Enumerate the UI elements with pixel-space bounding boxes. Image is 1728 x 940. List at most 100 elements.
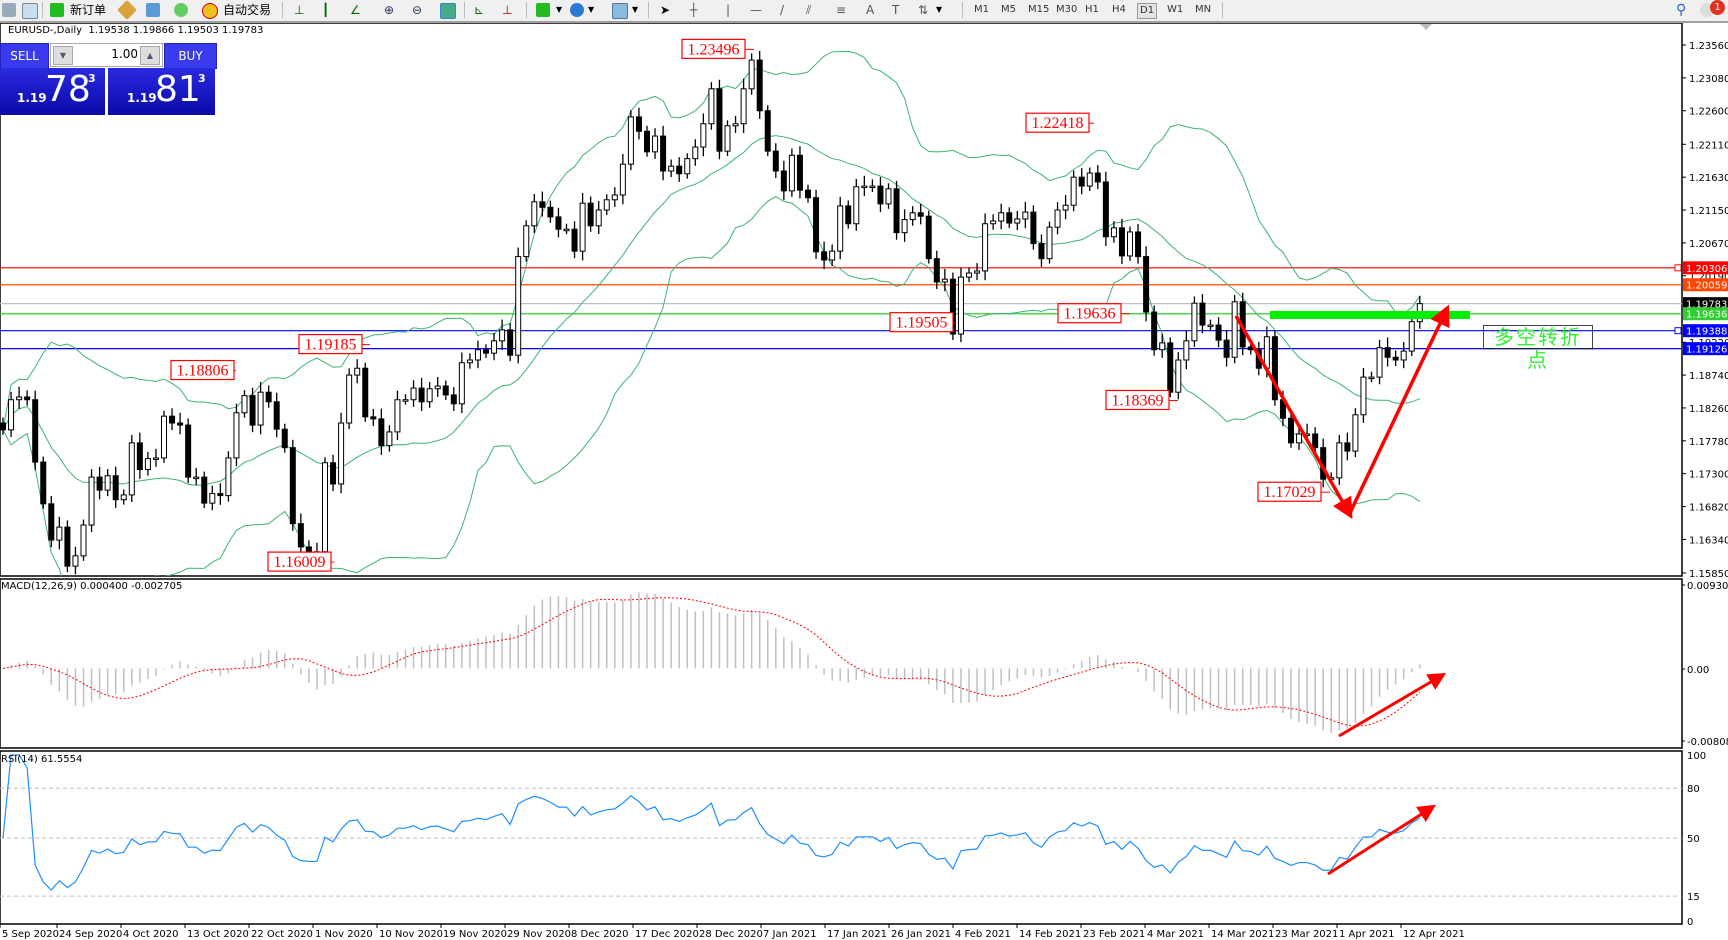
- auto-trading-button[interactable]: 自动交易: [223, 3, 272, 17]
- data-window-icon[interactable]: [146, 3, 160, 17]
- timeframe-d1[interactable]: D1: [1137, 3, 1158, 19]
- candle: [587, 196, 594, 232]
- buy-price-box[interactable]: 1.19 81 3: [108, 68, 215, 115]
- dropdown-arrow-icon[interactable]: ▼: [936, 5, 943, 14]
- new-order-button[interactable]: 新订单: [70, 3, 107, 17]
- dropdown-arrow-icon[interactable]: ▼: [632, 5, 639, 14]
- dropdown-arrow-icon[interactable]: ▼: [556, 5, 563, 14]
- candle: [72, 546, 79, 575]
- candle: [1191, 296, 1198, 347]
- candle: [1376, 339, 1383, 385]
- candle: [861, 175, 868, 196]
- candle: [40, 456, 47, 509]
- notification-badge[interactable]: 1: [1710, 0, 1725, 15]
- candle-body: [1215, 324, 1222, 341]
- profile-icon[interactable]: [2, 3, 16, 17]
- candle-body: [1135, 231, 1142, 258]
- candle-body: [1191, 302, 1198, 342]
- timeframe-m30[interactable]: M30: [1056, 4, 1078, 15]
- candle: [853, 178, 860, 231]
- timeframe-m5[interactable]: M5: [1001, 4, 1016, 15]
- equidistant-channel-icon[interactable]: ⫽: [806, 3, 812, 17]
- price-annotation-label: 1.19505: [896, 315, 948, 332]
- candle: [177, 412, 184, 435]
- candle: [1368, 371, 1375, 383]
- vertical-line-icon[interactable]: |: [726, 3, 731, 17]
- zoom-window-icon[interactable]: [22, 3, 38, 19]
- auto-scroll-icon[interactable]: ⊾: [474, 3, 485, 17]
- arrows-icon[interactable]: ⇅: [918, 3, 929, 17]
- candle: [128, 434, 135, 503]
- indicators-icon[interactable]: [536, 3, 550, 17]
- rsi-tick-label: 100: [1687, 751, 1706, 762]
- zoom-out-icon[interactable]: ⊖: [412, 3, 423, 17]
- candle-body: [40, 461, 47, 505]
- price-annotation-label: 1.18369: [1112, 392, 1164, 409]
- candle: [925, 210, 932, 264]
- volume-decrease-button[interactable]: ▼: [53, 46, 73, 65]
- timeframe-mn[interactable]: MN: [1195, 4, 1212, 15]
- candle: [193, 468, 200, 486]
- crosshair-icon[interactable]: ┼: [690, 3, 698, 17]
- candle: [1231, 295, 1238, 364]
- cursor-icon[interactable]: ➤: [660, 3, 671, 17]
- chart-shift-icon[interactable]: ⊥: [502, 3, 513, 17]
- timeframe-m15[interactable]: M15: [1028, 4, 1050, 15]
- auto-trading-icon: [202, 3, 218, 19]
- dropdown-arrow-icon[interactable]: ▼: [588, 5, 595, 14]
- market-watch-icon[interactable]: [117, 0, 137, 20]
- candle: [877, 176, 884, 213]
- candlestick-chart-icon[interactable]: ┃: [322, 3, 330, 17]
- text-icon[interactable]: A: [866, 3, 875, 17]
- price-tick-label: 1.18740: [1689, 371, 1728, 382]
- candle-body: [982, 223, 989, 272]
- sell-button[interactable]: SELL: [0, 43, 49, 69]
- candle-body: [708, 88, 715, 125]
- candle-body: [201, 476, 208, 504]
- buy-button[interactable]: BUY: [164, 43, 217, 69]
- timeframe-w1[interactable]: W1: [1167, 4, 1184, 15]
- timeframe-h1[interactable]: H1: [1085, 4, 1099, 15]
- trendline-icon[interactable]: /: [780, 3, 785, 17]
- volume-increase-button[interactable]: ▲: [140, 46, 160, 65]
- tile-windows-icon[interactable]: [440, 3, 456, 19]
- line-chart-icon[interactable]: ∠: [350, 3, 361, 17]
- templates-icon[interactable]: [612, 3, 628, 19]
- candle-body: [426, 388, 433, 403]
- candle: [627, 110, 634, 171]
- candle: [957, 268, 964, 343]
- candle: [966, 267, 972, 283]
- horizontal-line-icon[interactable]: —: [750, 3, 762, 17]
- signals-icon[interactable]: [174, 3, 188, 17]
- timeframe-m1[interactable]: M1: [974, 4, 989, 15]
- candle-body: [780, 170, 787, 192]
- text-label-icon[interactable]: T: [892, 3, 900, 17]
- candle: [933, 250, 940, 290]
- timeframe-h4[interactable]: H4: [1112, 4, 1126, 15]
- bar-chart-icon[interactable]: ⊥: [294, 3, 305, 17]
- time-tick-label: 26 Jan 2021: [891, 929, 951, 940]
- candle: [1199, 294, 1206, 334]
- periods-clock-icon[interactable]: [570, 3, 584, 17]
- zoom-in-icon[interactable]: ⊕: [384, 3, 395, 17]
- price-line-label: 1.19636: [1686, 310, 1727, 321]
- time-tick-label: 13 Oct 2020: [187, 929, 249, 940]
- time-tick-label: 8 Dec 2020: [571, 929, 629, 940]
- candle-body: [1102, 181, 1109, 238]
- volume-input[interactable]: 1.00: [111, 47, 138, 61]
- fibonacci-icon[interactable]: ≡: [836, 3, 847, 17]
- candle: [185, 418, 192, 484]
- candle: [635, 107, 642, 140]
- sell-price-box[interactable]: 1.19 78 3: [0, 68, 105, 115]
- time-tick-label: 14 Feb 2021: [1019, 929, 1081, 940]
- price-line-label-bg: [1683, 278, 1728, 292]
- candle: [507, 323, 514, 362]
- price-line-label: 1.20306: [1686, 264, 1727, 275]
- up-arrow: [1347, 304, 1450, 516]
- price-tick-label: 1.23560: [1689, 41, 1728, 52]
- candle: [1408, 316, 1415, 357]
- search-icon[interactable]: ⚲: [1676, 2, 1687, 18]
- turning-point-note[interactable]: 多空转折点: [1483, 325, 1593, 372]
- volume-control: ▼ 1.00 ▲: [50, 43, 163, 67]
